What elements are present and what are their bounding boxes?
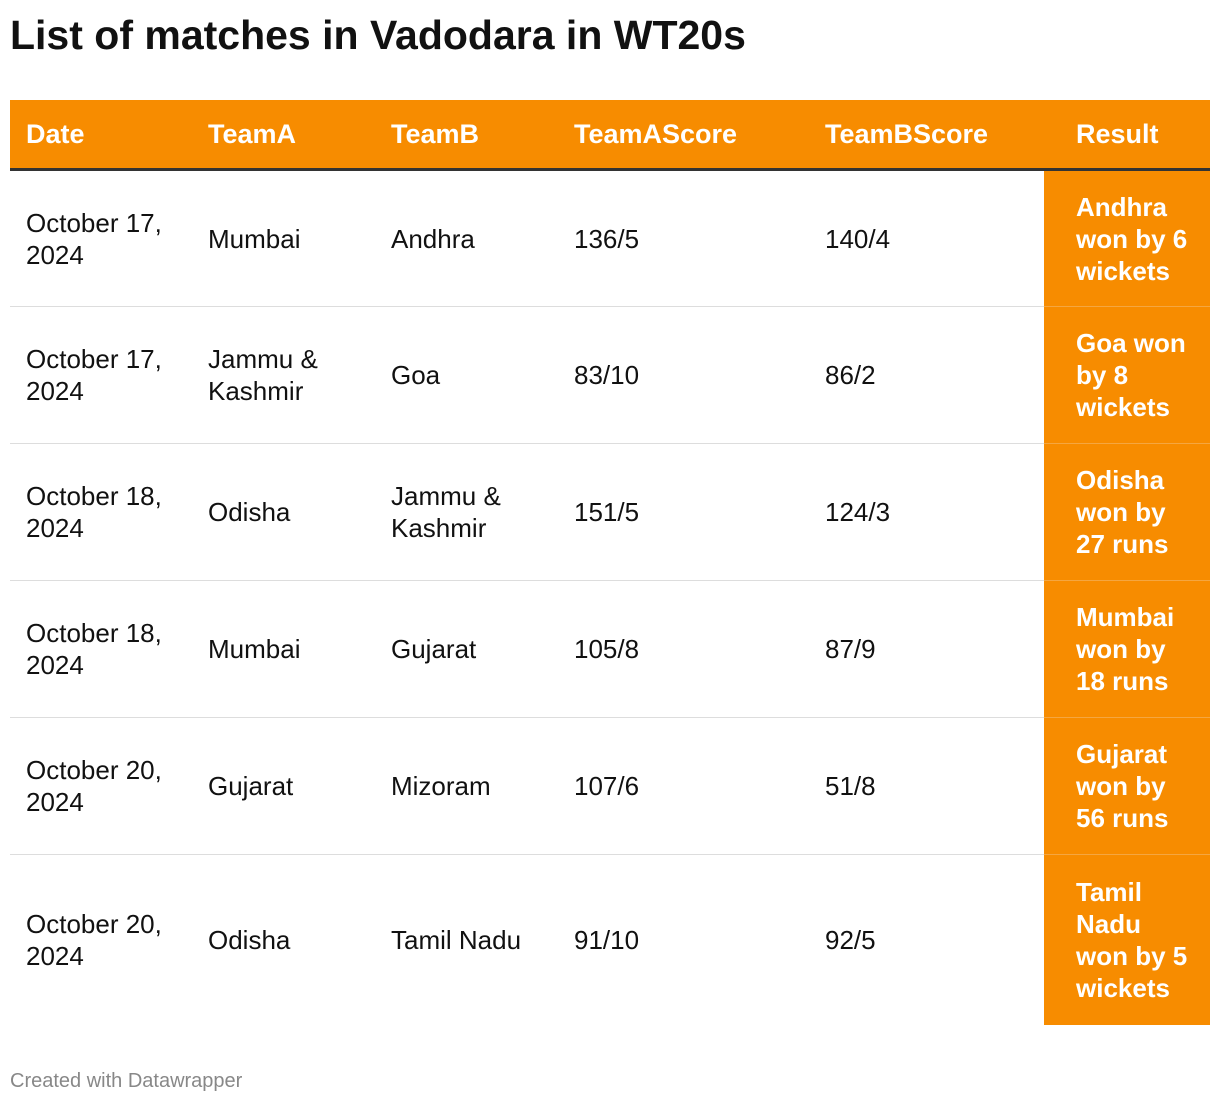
chart-title: List of matches in Vadodara in WT20s — [10, 12, 746, 58]
result-cell: Andhra won by 6 wickets — [1044, 169, 1210, 307]
column-header-team-a[interactable]: TeamA — [192, 100, 375, 171]
column-header-date[interactable]: Date — [10, 100, 192, 171]
date-cell: October 18, 2024 — [10, 443, 192, 581]
column-header-team-b[interactable]: TeamB — [375, 100, 558, 171]
result-cell: Odisha won by 27 runs — [1044, 443, 1210, 581]
team-a-score-cell: 107/6 — [558, 717, 809, 855]
team-b-cell: Tamil Nadu — [391, 924, 522, 955]
team-a-cell: Mumbai — [192, 169, 375, 307]
table-row: October 18, 2024 Odisha Jammu & Kashmir … — [10, 443, 1210, 581]
table-row: October 20, 2024 Gujarat Mizoram 107/6 5… — [10, 717, 1210, 855]
credit-footer[interactable]: Created with Datawrapper — [10, 1070, 243, 1092]
team-b-score-cell: 124/3 — [809, 443, 1044, 581]
team-b-score-cell: 86/2 — [809, 306, 1044, 444]
team-b-score-cell: 51/8 — [809, 717, 1044, 855]
team-a-score-cell: 151/5 — [558, 443, 809, 581]
column-header-team-b-score[interactable]: TeamBScore — [809, 100, 1044, 171]
result-cell: Gujarat won by 56 runs — [1044, 717, 1210, 855]
table-row: October 18, 2024 Mumbai Gujarat 105/8 87… — [10, 580, 1210, 718]
table-row: October 17, 2024 Mumbai Andhra 136/5 140… — [10, 169, 1210, 307]
team-b-score-cell: 87/9 — [809, 580, 1044, 718]
date-cell: October 17, 2024 — [10, 169, 192, 307]
column-header-team-a-score[interactable]: TeamAScore — [558, 100, 809, 171]
column-header-result[interactable]: Result — [1044, 100, 1210, 171]
team-a-cell: Jammu & Kashmir — [192, 306, 375, 444]
team-b-cell: Mizoram — [375, 717, 558, 855]
team-b-score-cell: 92/5 — [825, 924, 876, 955]
team-b-cell: Jammu & Kashmir — [375, 443, 558, 581]
team-b-cell: Andhra — [375, 169, 558, 307]
team-b-cell: Gujarat — [375, 580, 558, 718]
team-a-score-cell: 136/5 — [558, 169, 809, 307]
header-row: Date TeamA TeamB TeamAScore TeamBScore R… — [10, 100, 1210, 171]
date-cell: October 20, 2024 — [26, 908, 162, 971]
result-cell: Goa won by 8 wickets — [1044, 306, 1210, 444]
team-a-cell: Odisha — [192, 443, 375, 581]
matches-table: Date TeamA TeamB TeamAScore TeamBScore R… — [10, 100, 1210, 1025]
team-a-score-cell: 83/10 — [558, 306, 809, 444]
table-row: October 17, 2024 Jammu & Kashmir Goa 83/… — [10, 306, 1210, 444]
date-cell: October 20, 2024 — [10, 717, 192, 855]
date-cell: October 18, 2024 — [10, 580, 192, 718]
team-a-cell: Gujarat — [192, 717, 375, 855]
team-b-score-cell: 140/4 — [809, 169, 1044, 307]
result-cell: Tamil Nadu won by 5 wickets — [1044, 854, 1210, 1025]
team-a-score-cell: 105/8 — [558, 580, 809, 718]
team-a-score-cell: 91/10 — [574, 924, 640, 955]
team-b-cell: Goa — [375, 306, 558, 444]
result-cell: Mumbai won by 18 runs — [1044, 580, 1210, 718]
date-cell: October 17, 2024 — [10, 306, 192, 444]
table-row: October 20, 2024 Odisha Tamil Nadu 91/10… — [10, 854, 1210, 1025]
team-a-cell: Mumbai — [192, 580, 375, 718]
team-a-cell: Odisha — [208, 924, 291, 955]
